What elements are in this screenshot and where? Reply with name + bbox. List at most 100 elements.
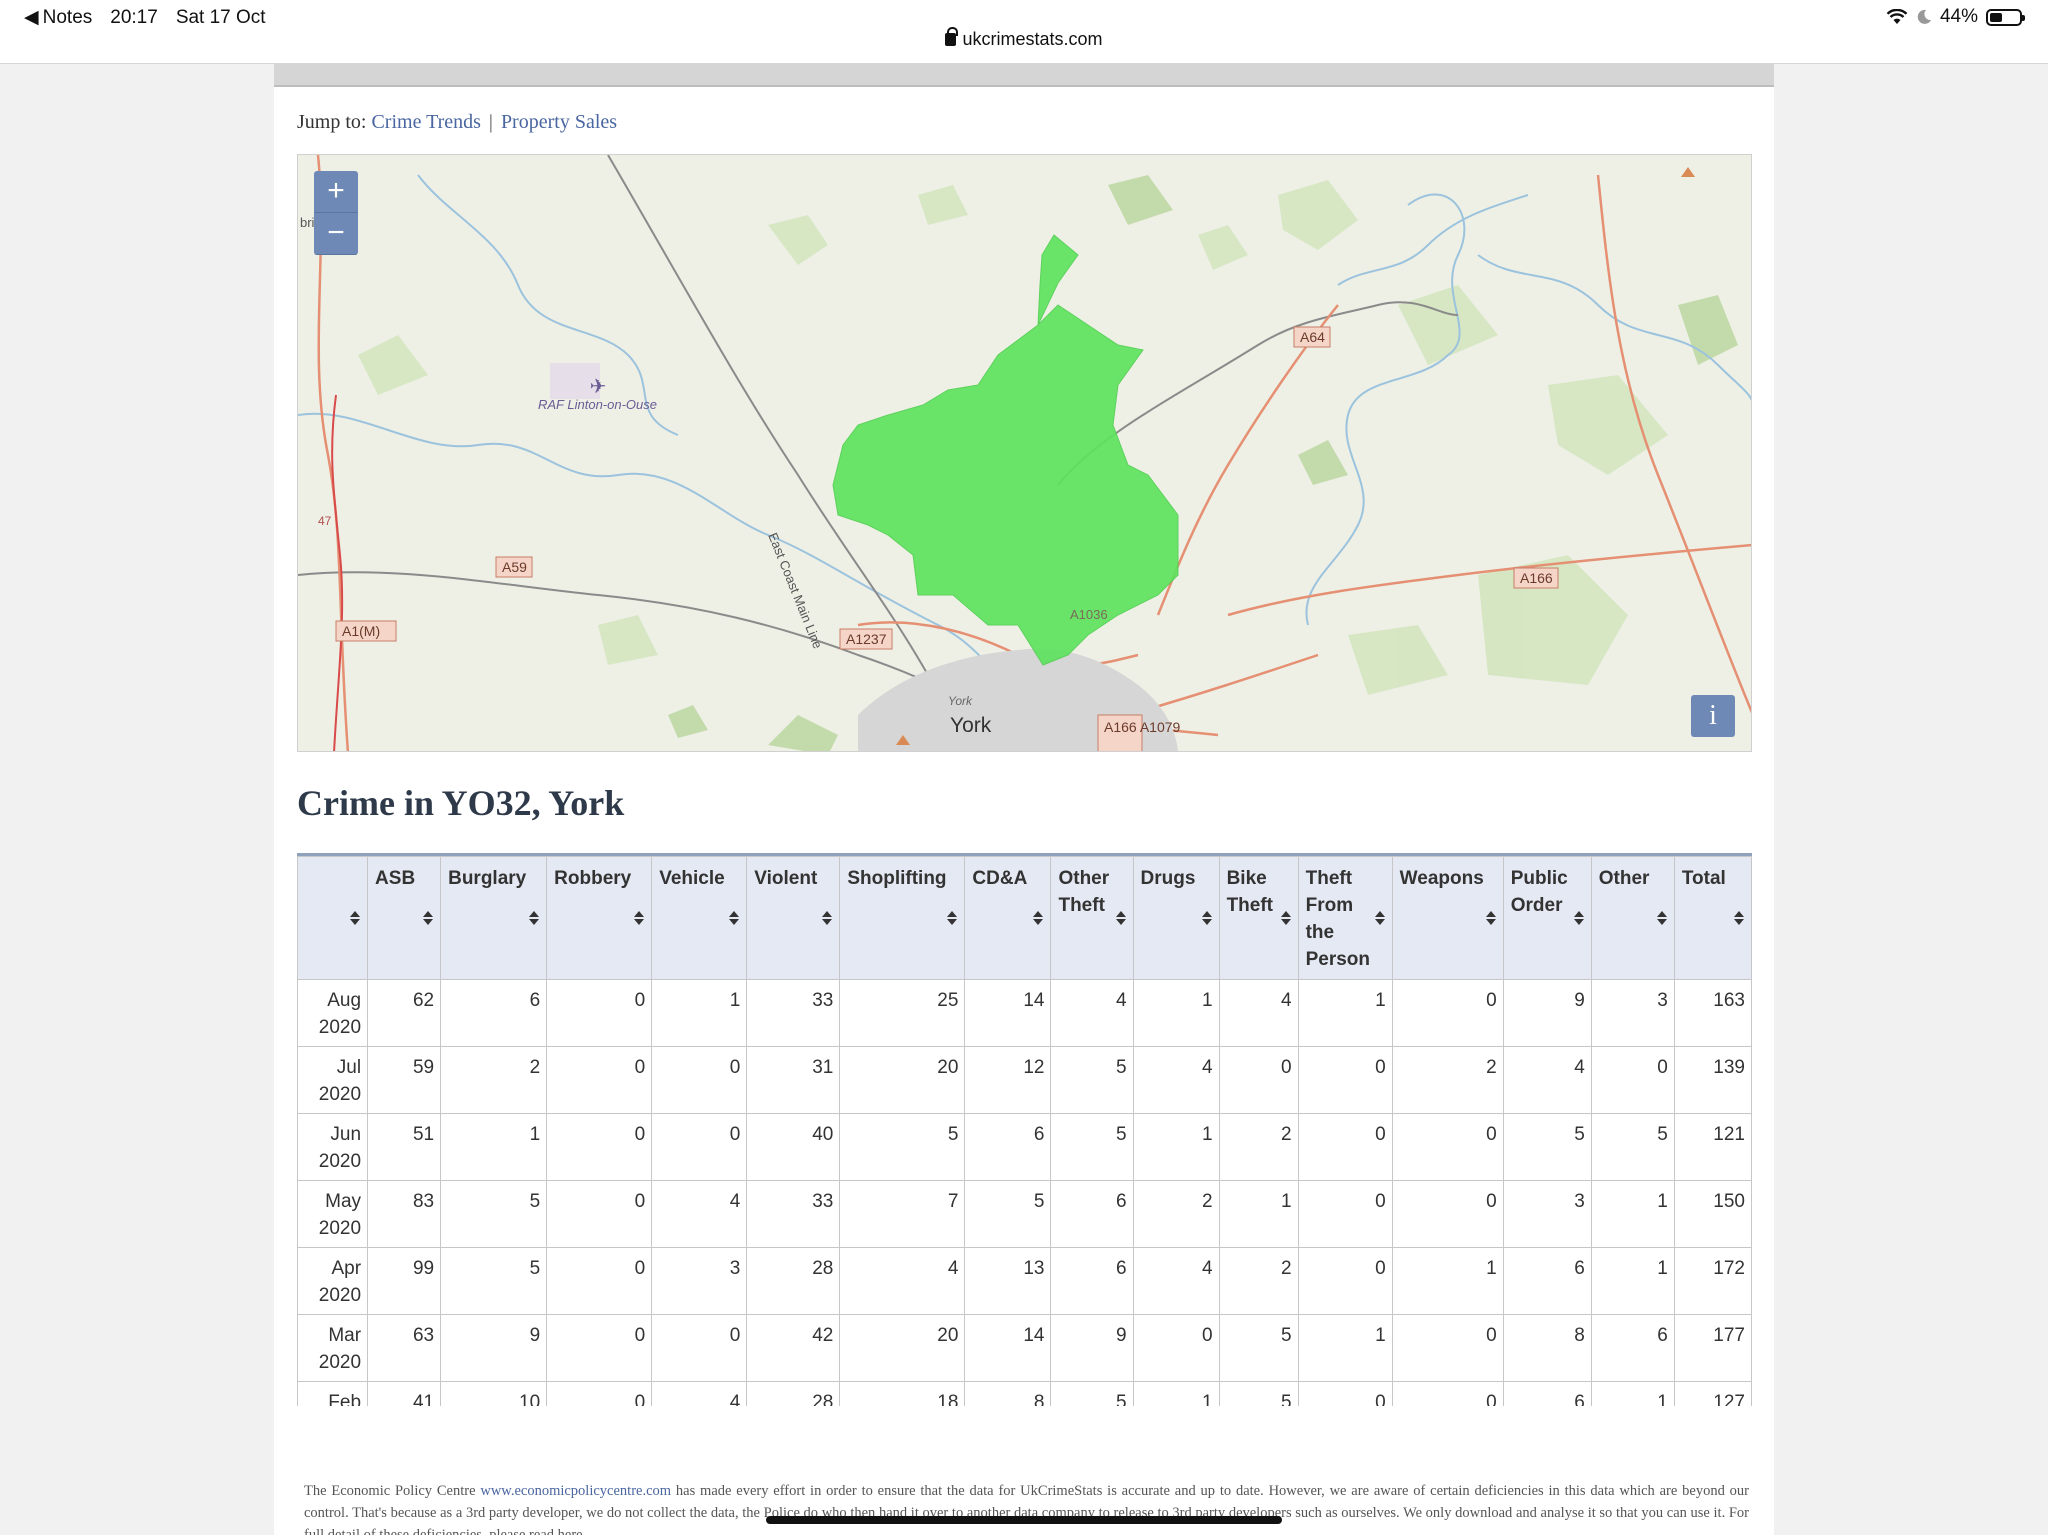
- table-cell: 177: [1673, 1314, 1752, 1382]
- table-cell: 0: [1218, 1046, 1299, 1114]
- map-motorway: [331, 394, 344, 751]
- column-header[interactable]: Theft From the Person: [1297, 856, 1393, 980]
- table-cell: 5: [1050, 1046, 1134, 1114]
- zoom-out-button[interactable]: −: [314, 213, 358, 255]
- road-label-a1036: A1036: [1070, 607, 1108, 622]
- table-cell: 83: [367, 1180, 442, 1248]
- epc-website-link[interactable]: www.economicpolicycentre.com: [480, 1483, 672, 1499]
- back-to-app-button[interactable]: ◀ Notes: [24, 6, 92, 29]
- table-cell: 5: [1502, 1113, 1592, 1181]
- map-info-button[interactable]: i: [1691, 695, 1735, 737]
- table-cell: 4: [1132, 1247, 1220, 1315]
- table-body: Aug 2020 62 6 0 1 33 25 14 4 1 4 1 0 9 3 163 Jul 2020 59 2…: [297, 979, 1752, 1406]
- table-cell: 2: [1132, 1180, 1220, 1248]
- table-cell: 6: [1502, 1247, 1592, 1315]
- battery-icon: [1986, 8, 2025, 26]
- table-cell: 51: [367, 1113, 442, 1181]
- table-cell: 0: [1297, 1180, 1393, 1248]
- table-cell: 5: [1050, 1113, 1134, 1181]
- column-header[interactable]: Other: [1590, 856, 1675, 980]
- column-header-label: Robbery: [554, 868, 632, 889]
- table-cell: 0: [1391, 1113, 1504, 1181]
- column-header[interactable]: Other Theft: [1050, 856, 1134, 980]
- column-header[interactable]: Vehicle: [651, 856, 748, 980]
- table-cell: 6: [1502, 1381, 1592, 1406]
- sort-icon[interactable]: [729, 911, 740, 925]
- column-header[interactable]: ASB: [367, 856, 442, 980]
- table-cell: 7: [839, 1180, 966, 1248]
- column-header[interactable]: Robbery: [546, 856, 653, 980]
- sort-icon[interactable]: [1734, 911, 1744, 925]
- table-cell: 0: [1297, 1113, 1393, 1181]
- column-header[interactable]: CD&A: [964, 856, 1052, 980]
- jump-separator: |: [488, 111, 493, 133]
- table-cell: 8: [964, 1381, 1052, 1406]
- column-header[interactable]: Shoplifting: [839, 856, 966, 980]
- table-cell: 3: [1590, 979, 1675, 1047]
- column-header[interactable]: Bike Theft: [1218, 856, 1299, 980]
- airfield: ✈ RAF Linton-on-Ouse: [538, 363, 657, 412]
- moon-icon: [1917, 9, 1931, 24]
- sort-icon[interactable]: [350, 911, 361, 925]
- sort-icon[interactable]: [1280, 911, 1291, 925]
- table-cell: 28: [746, 1381, 841, 1406]
- table-cell: 121: [1673, 1113, 1752, 1181]
- column-header[interactable]: Public Order: [1502, 856, 1592, 980]
- column-header[interactable]: [297, 856, 369, 980]
- column-header[interactable]: Burglary: [440, 856, 548, 980]
- sort-icon[interactable]: [1485, 911, 1496, 925]
- road-label-a64: A64: [1293, 326, 1331, 348]
- yo32-area-shape[interactable]: [832, 234, 1179, 666]
- table-cell: 2: [1218, 1113, 1299, 1181]
- jump-to-label: Jump to:: [297, 111, 367, 133]
- sort-icon[interactable]: [1033, 911, 1044, 925]
- road-label-a1237-text: A1237: [846, 631, 887, 647]
- table-cell: 0: [546, 979, 653, 1047]
- sort-icon[interactable]: [1115, 911, 1126, 925]
- status-right: 44%: [1886, 6, 2025, 28]
- home-indicator[interactable]: [766, 1516, 1282, 1524]
- table-cell: 0: [1391, 1314, 1504, 1382]
- sort-icon[interactable]: [1656, 911, 1667, 925]
- table-cell: 14: [964, 979, 1052, 1047]
- table-row: Apr 2020 99 5 0 3 28 4 13 6 4 2 0 1 6 1 172: [297, 1247, 1752, 1315]
- table-cell: 0: [546, 1113, 653, 1181]
- column-header[interactable]: Violent: [746, 856, 841, 980]
- crime-trends-link[interactable]: Crime Trends: [371, 111, 481, 133]
- battery-percent: 44%: [1939, 6, 1978, 27]
- table-cell: 0: [546, 1314, 653, 1382]
- table-cell: 63: [367, 1314, 442, 1382]
- table-cell: 41: [367, 1381, 442, 1406]
- column-header-label: Theft From the Person: [1305, 868, 1371, 970]
- sort-icon[interactable]: [423, 911, 434, 925]
- column-header[interactable]: Weapons: [1391, 856, 1504, 980]
- property-sales-link[interactable]: Property Sales: [500, 111, 618, 133]
- airfield-label: RAF Linton-on-Ouse: [538, 397, 657, 412]
- sort-icon[interactable]: [1201, 911, 1212, 925]
- table-cell: 6: [964, 1113, 1052, 1181]
- table-cell: 0: [651, 1113, 748, 1181]
- column-header-label: CD&A: [972, 868, 1028, 889]
- zoom-in-button[interactable]: +: [314, 171, 358, 213]
- table-cell: 139: [1673, 1046, 1752, 1114]
- row-period-cell: Jul 2020: [297, 1046, 369, 1114]
- column-header[interactable]: Total: [1673, 856, 1752, 980]
- table-cell: 1: [440, 1113, 548, 1181]
- table-cell: 0: [546, 1247, 653, 1315]
- crime-table-container[interactable]: ASB Burglary Robbery Vehicle Violent Shoplift…: [297, 853, 1752, 1406]
- sort-icon[interactable]: [1573, 911, 1584, 925]
- table-cell: 4: [651, 1180, 748, 1248]
- sort-icon[interactable]: [634, 911, 645, 925]
- table-cell: 4: [1050, 979, 1134, 1047]
- url-text: ukcrimestats.com: [962, 29, 1103, 49]
- sort-icon[interactable]: [529, 911, 540, 925]
- road-label-a59: A59: [495, 556, 533, 578]
- sort-icon[interactable]: [822, 911, 833, 925]
- address-bar[interactable]: ukcrimestats.com: [0, 27, 2048, 50]
- area-map[interactable]: A64 A59 A1(M) A1237 A166 A1036 A166 A107…: [297, 154, 1752, 752]
- sort-icon[interactable]: [947, 911, 958, 925]
- column-header[interactable]: Drugs: [1132, 856, 1220, 980]
- table-cell: 0: [1297, 1247, 1393, 1315]
- sort-icon[interactable]: [1374, 911, 1385, 925]
- table-cell: 31: [746, 1046, 841, 1114]
